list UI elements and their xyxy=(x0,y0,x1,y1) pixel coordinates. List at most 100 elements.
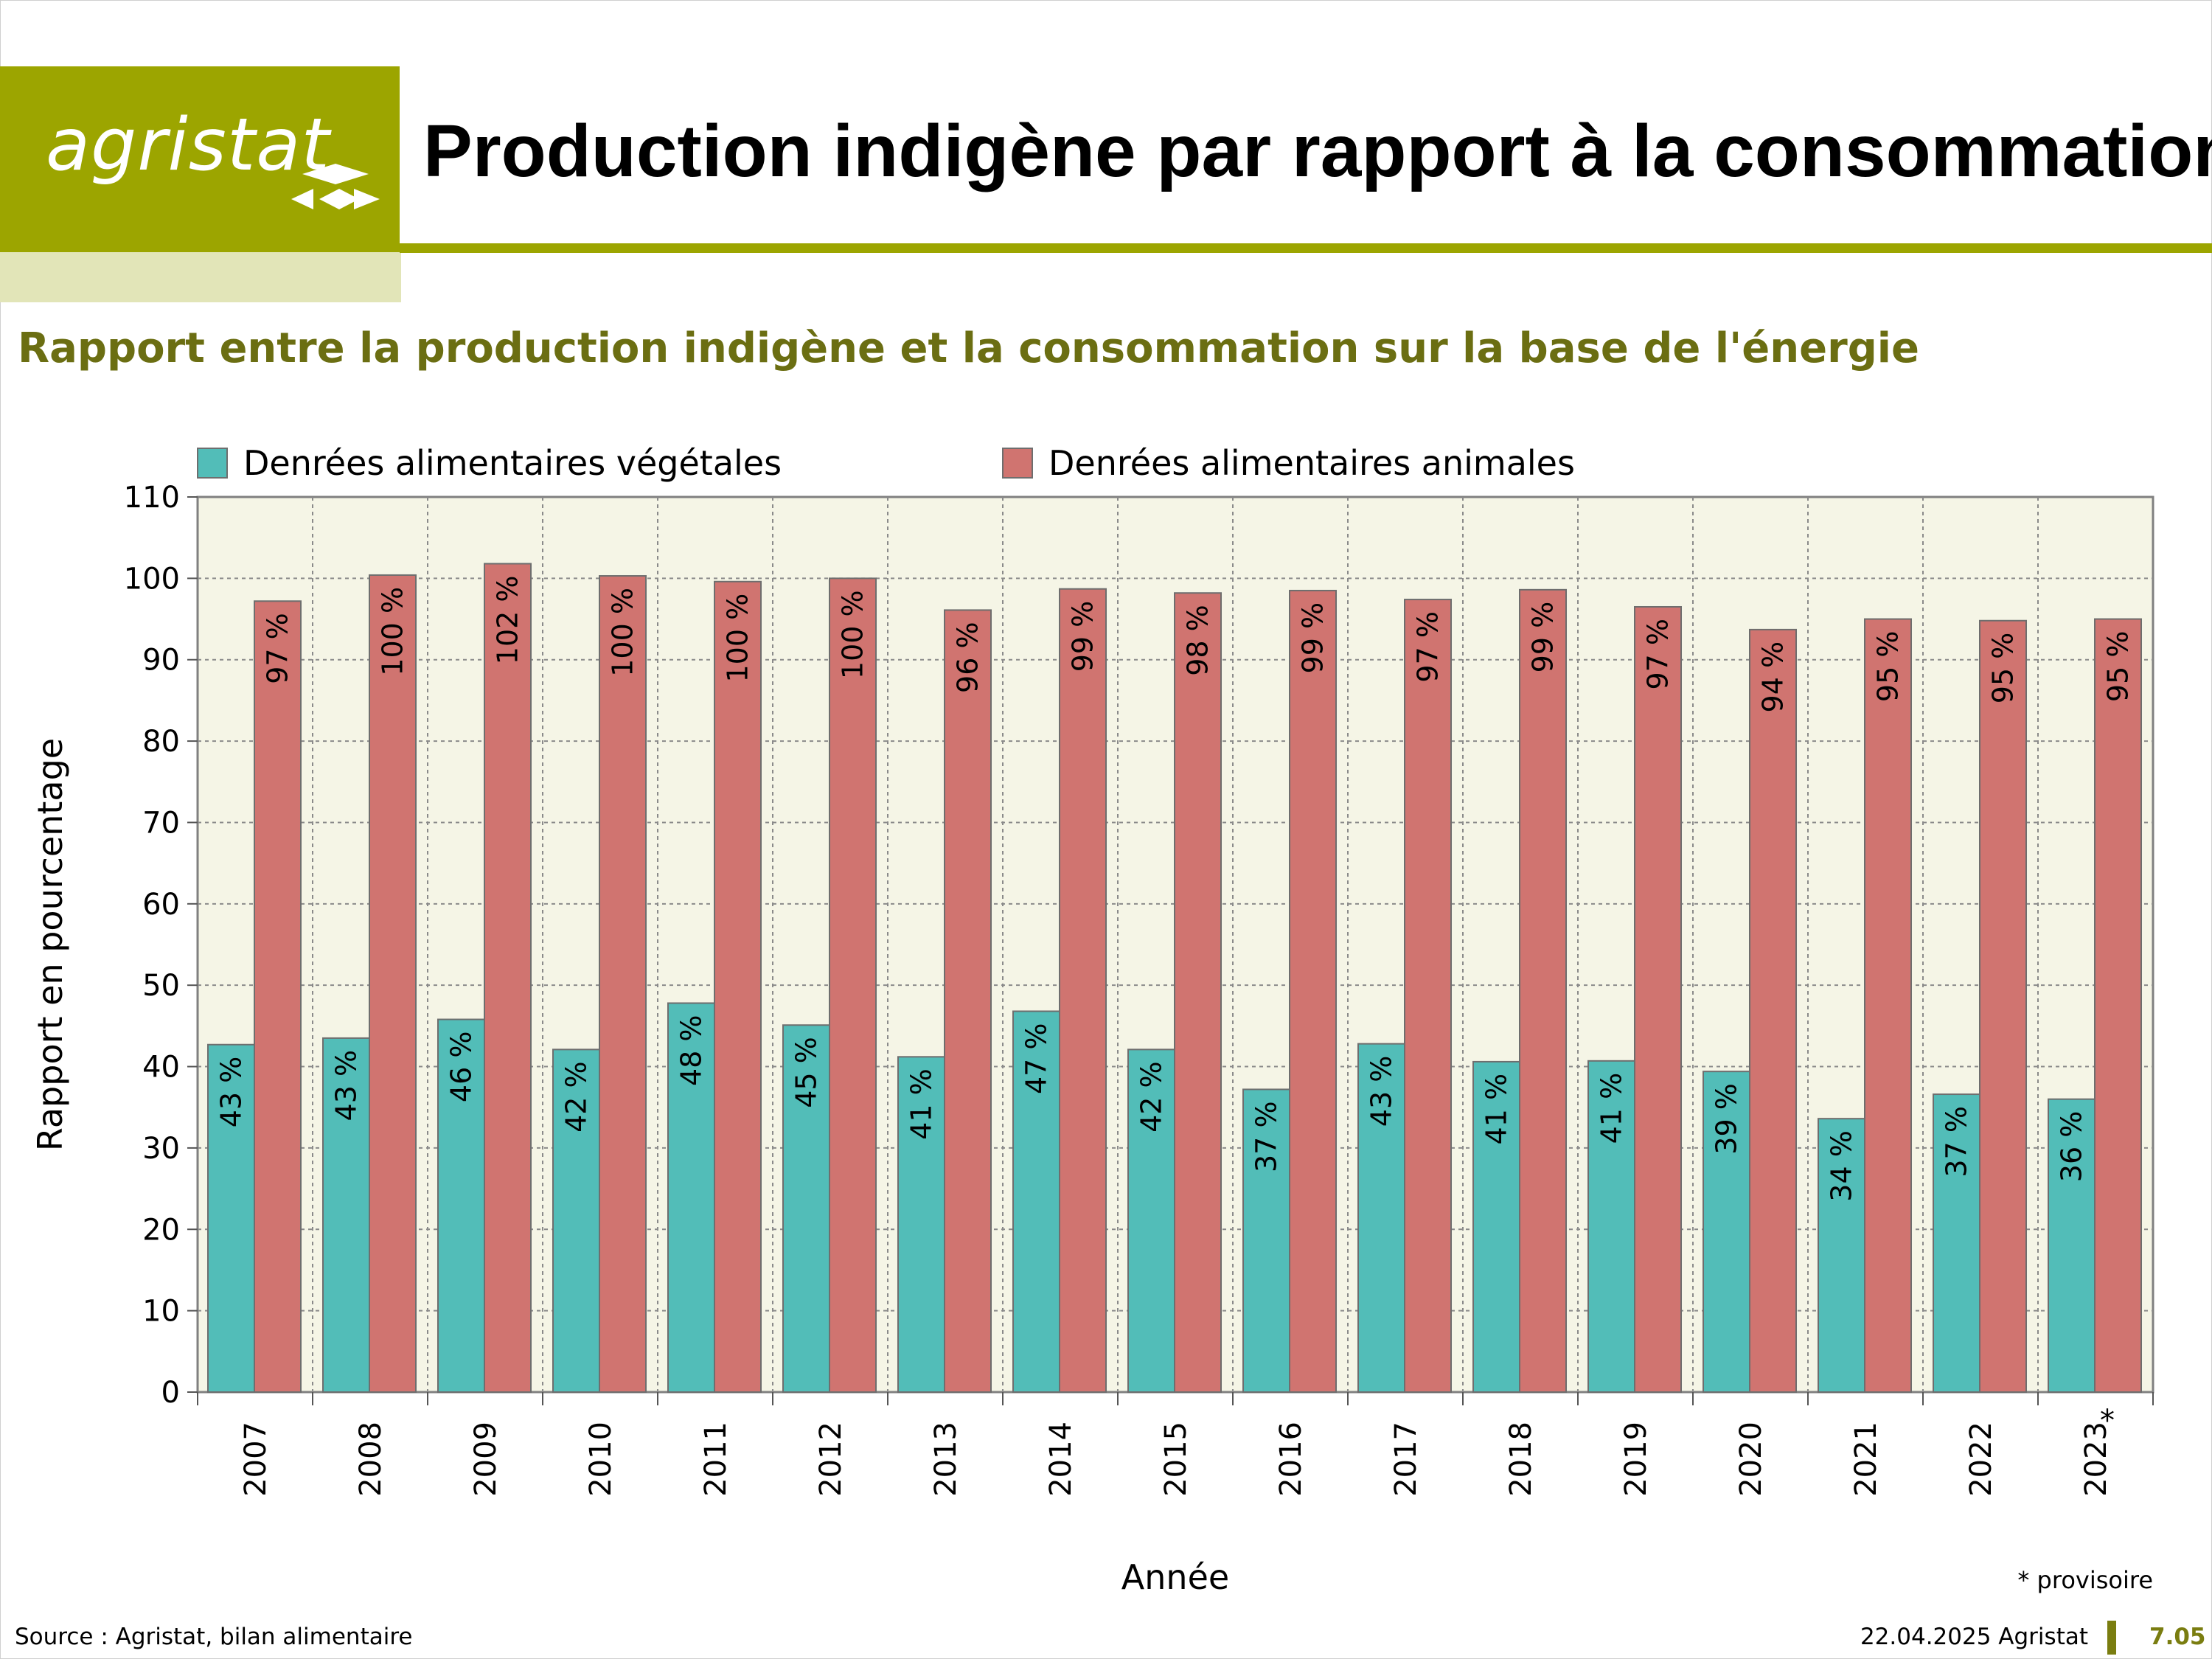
chart-bars: 43 % 43 % 46 % 42 % 48 % 45 % 41 % 47 % 42 % 37 %… xyxy=(207,563,2142,1394)
data-label: 48 % xyxy=(675,1015,708,1086)
x-tick-label: 2022 xyxy=(1964,1422,1998,1497)
data-label: 97 % xyxy=(1412,611,1444,683)
bar-vegetal xyxy=(2048,1098,2096,1393)
data-label: 95 % xyxy=(2102,631,2135,703)
bar-animal xyxy=(829,577,877,1393)
chart-subtitle: Rapport entre la production indigène et … xyxy=(18,324,1919,372)
data-label: 100 % xyxy=(722,594,754,683)
y-tick-label: 70 xyxy=(142,806,180,840)
data-label: 41 % xyxy=(1596,1073,1628,1144)
bar-animal xyxy=(1519,588,1567,1393)
bar-animal xyxy=(369,574,417,1393)
y-tick-label: 30 xyxy=(142,1132,180,1166)
legend-swatch xyxy=(197,448,228,479)
x-tick-label: 2023 xyxy=(2079,1422,2113,1497)
data-label: 46 % xyxy=(445,1032,478,1103)
provisional-mark: * xyxy=(2100,1404,2115,1438)
bar-vegetal xyxy=(1587,1060,1635,1393)
y-tick-label: 10 xyxy=(142,1295,180,1329)
data-label: 41 % xyxy=(905,1068,938,1140)
data-label: 94 % xyxy=(1757,641,1790,713)
data-label: 45 % xyxy=(790,1037,823,1108)
logo-text: agristat xyxy=(46,103,330,187)
data-label: 42 % xyxy=(560,1061,593,1133)
bar-animal xyxy=(1059,588,1107,1393)
x-tick-label: 2018 xyxy=(1504,1422,1538,1497)
footer-source: Source : Agristat, bilan alimentaire xyxy=(15,1624,413,1650)
y-tick-label: 90 xyxy=(142,644,180,678)
data-label: 43 % xyxy=(215,1057,248,1128)
bar-animal xyxy=(2094,618,2142,1394)
y-tick-label: 0 xyxy=(161,1376,180,1410)
data-label: 43 % xyxy=(1366,1056,1398,1127)
bar-animal xyxy=(254,600,302,1393)
legend-swatch xyxy=(1002,448,1033,479)
y-axis: 0 10 20 30 40 50 60 70 80 90 100 110 xyxy=(124,481,198,1410)
y-tick-label: 110 xyxy=(124,481,180,515)
page-title: Production indigène par rapport à la con… xyxy=(423,110,2212,192)
bar-vegetal xyxy=(322,1037,370,1393)
bar-animal xyxy=(714,580,762,1393)
footer-divider xyxy=(2107,1621,2116,1655)
data-label: 97 % xyxy=(1642,619,1674,690)
legend-label: Denrées alimentaires animales xyxy=(1048,443,1575,483)
data-label: 100 % xyxy=(377,587,409,676)
bar-vegetal xyxy=(1818,1118,1865,1393)
bar-vegetal xyxy=(1703,1071,1750,1394)
x-tick-label: 2010 xyxy=(584,1422,618,1497)
bar-animal xyxy=(1289,589,1337,1393)
chart-legend: Denrées alimentaires végétales Denrées al… xyxy=(197,443,1575,483)
bar-vegetal xyxy=(552,1048,600,1393)
data-label: 95 % xyxy=(1987,633,2020,704)
data-label: 37 % xyxy=(1251,1101,1283,1172)
bar-vegetal xyxy=(897,1056,945,1393)
x-tick-label: 2013 xyxy=(929,1422,963,1497)
x-tick-label: 2015 xyxy=(1159,1422,1193,1497)
data-label: 99 % xyxy=(1067,601,1099,672)
y-axis-title: Rapport en pourcentage xyxy=(30,738,70,1151)
bar-animal xyxy=(599,575,647,1393)
bar-vegetal xyxy=(1242,1088,1290,1393)
bar-vegetal xyxy=(437,1018,485,1393)
data-label: 98 % xyxy=(1182,605,1214,676)
x-tick-label: 2009 xyxy=(469,1422,503,1497)
bar-animal xyxy=(1404,599,1452,1393)
bar-animal xyxy=(944,609,992,1394)
x-tick-label: 2019 xyxy=(1619,1422,1653,1497)
header-rule xyxy=(400,243,2212,253)
bar-animal xyxy=(1634,605,1682,1393)
y-tick-label: 60 xyxy=(142,888,180,922)
bar-vegetal xyxy=(1933,1093,1980,1393)
y-tick-label: 50 xyxy=(142,969,180,1003)
logo-block xyxy=(0,66,400,252)
x-tick-label: 2011 xyxy=(699,1422,733,1497)
x-axis-title: Année xyxy=(1121,1557,1229,1597)
data-label: 100 % xyxy=(837,590,869,679)
bar-chart: Denrées alimentaires végétales Denrées al… xyxy=(30,443,2154,1597)
data-label: 99 % xyxy=(1297,602,1329,674)
bar-animal xyxy=(1864,618,1912,1394)
logo-shadow xyxy=(0,252,401,302)
x-tick-label: 2008 xyxy=(354,1422,388,1497)
y-tick-label: 40 xyxy=(142,1051,180,1085)
y-tick-label: 80 xyxy=(142,725,180,759)
data-label: 97 % xyxy=(262,613,294,684)
bar-animal xyxy=(484,563,532,1394)
bar-vegetal xyxy=(782,1024,830,1393)
x-tick-label: 2012 xyxy=(814,1422,848,1497)
data-label: 99 % xyxy=(1527,602,1559,673)
data-label: 43 % xyxy=(330,1050,363,1121)
data-label: 100 % xyxy=(607,588,639,677)
data-label: 39 % xyxy=(1711,1083,1743,1155)
data-label: 102 % xyxy=(492,575,524,664)
data-label: 41 % xyxy=(1481,1074,1513,1145)
legend-label: Denrées alimentaires végétales xyxy=(243,443,782,483)
data-label: 36 % xyxy=(2056,1111,2088,1183)
footer-date: 22.04.2025 Agristat xyxy=(1860,1624,2088,1650)
bar-vegetal xyxy=(1127,1048,1175,1393)
logo-mark-icon xyxy=(291,164,380,209)
data-label: 96 % xyxy=(952,622,984,693)
data-label: 37 % xyxy=(1941,1106,1973,1178)
x-tick-label: 2017 xyxy=(1389,1422,1423,1497)
bar-animal xyxy=(1174,592,1222,1393)
